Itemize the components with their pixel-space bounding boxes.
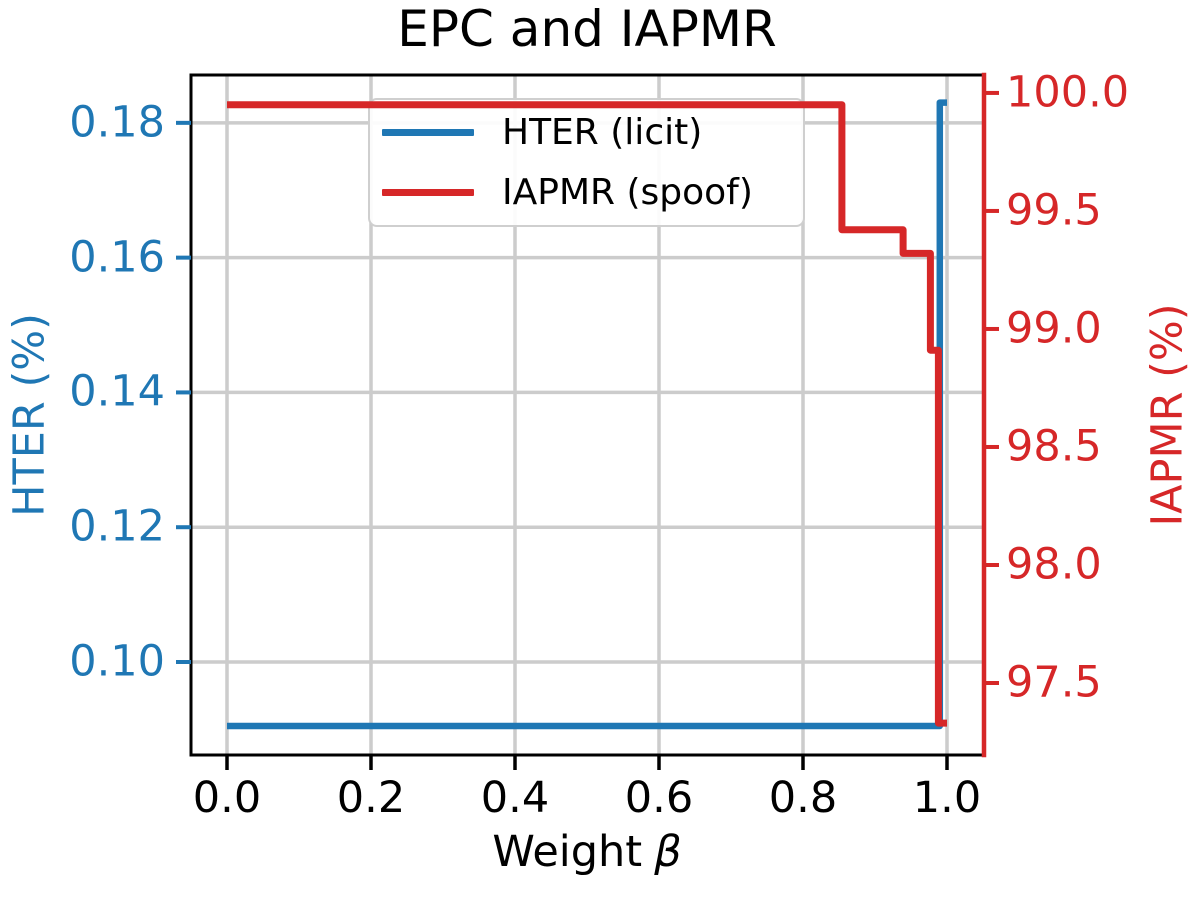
y-right-tick-label: 99.0 bbox=[1006, 303, 1102, 354]
legend: HTER (licit) IAPMR (spoof) bbox=[368, 98, 805, 227]
y-left-tick-label: 0.18 bbox=[69, 97, 165, 148]
chart-title: EPC and IAPMR bbox=[397, 0, 777, 58]
hter-line-swatch bbox=[382, 128, 474, 136]
x-tick-label: 0.6 bbox=[624, 773, 694, 823]
legend-item-iapmr: IAPMR (spoof) bbox=[382, 162, 803, 222]
x-axis-label: Weight β bbox=[191, 827, 983, 877]
x-tick-label: 1.0 bbox=[912, 773, 982, 823]
y-right-tick-label: 100.0 bbox=[1006, 67, 1130, 118]
x-axis-label-beta-symbol: β bbox=[654, 827, 682, 877]
y-right-tick-label: 97.5 bbox=[1006, 657, 1102, 708]
y-left-tick-label: 0.16 bbox=[69, 232, 165, 283]
y-right-tick-label: 99.5 bbox=[1006, 185, 1102, 236]
x-tick-label: 0.8 bbox=[768, 773, 838, 823]
x-tick-label: 0.4 bbox=[480, 773, 550, 823]
y-left-tick-label: 0.10 bbox=[69, 636, 165, 687]
y-right-tick-label: 98.5 bbox=[1006, 421, 1102, 472]
x-tick-label: 0.2 bbox=[336, 773, 406, 823]
x-tick-label: 0.0 bbox=[192, 773, 262, 823]
legend-label-hter: HTER (licit) bbox=[502, 111, 703, 153]
legend-label-iapmr: IAPMR (spoof) bbox=[502, 171, 753, 213]
x-axis-label-word: Weight bbox=[492, 827, 643, 877]
y-left-tick-label: 0.12 bbox=[69, 501, 165, 552]
y-axis-label-left: HTER (%) bbox=[4, 313, 55, 517]
y-left-tick-label: 0.14 bbox=[69, 366, 165, 417]
y-right-tick-label: 98.0 bbox=[1006, 539, 1102, 590]
y-axis-label-right: IAPMR (%) bbox=[1142, 303, 1193, 527]
legend-item-hter: HTER (licit) bbox=[382, 102, 803, 162]
iapmr-line-swatch bbox=[382, 188, 474, 196]
